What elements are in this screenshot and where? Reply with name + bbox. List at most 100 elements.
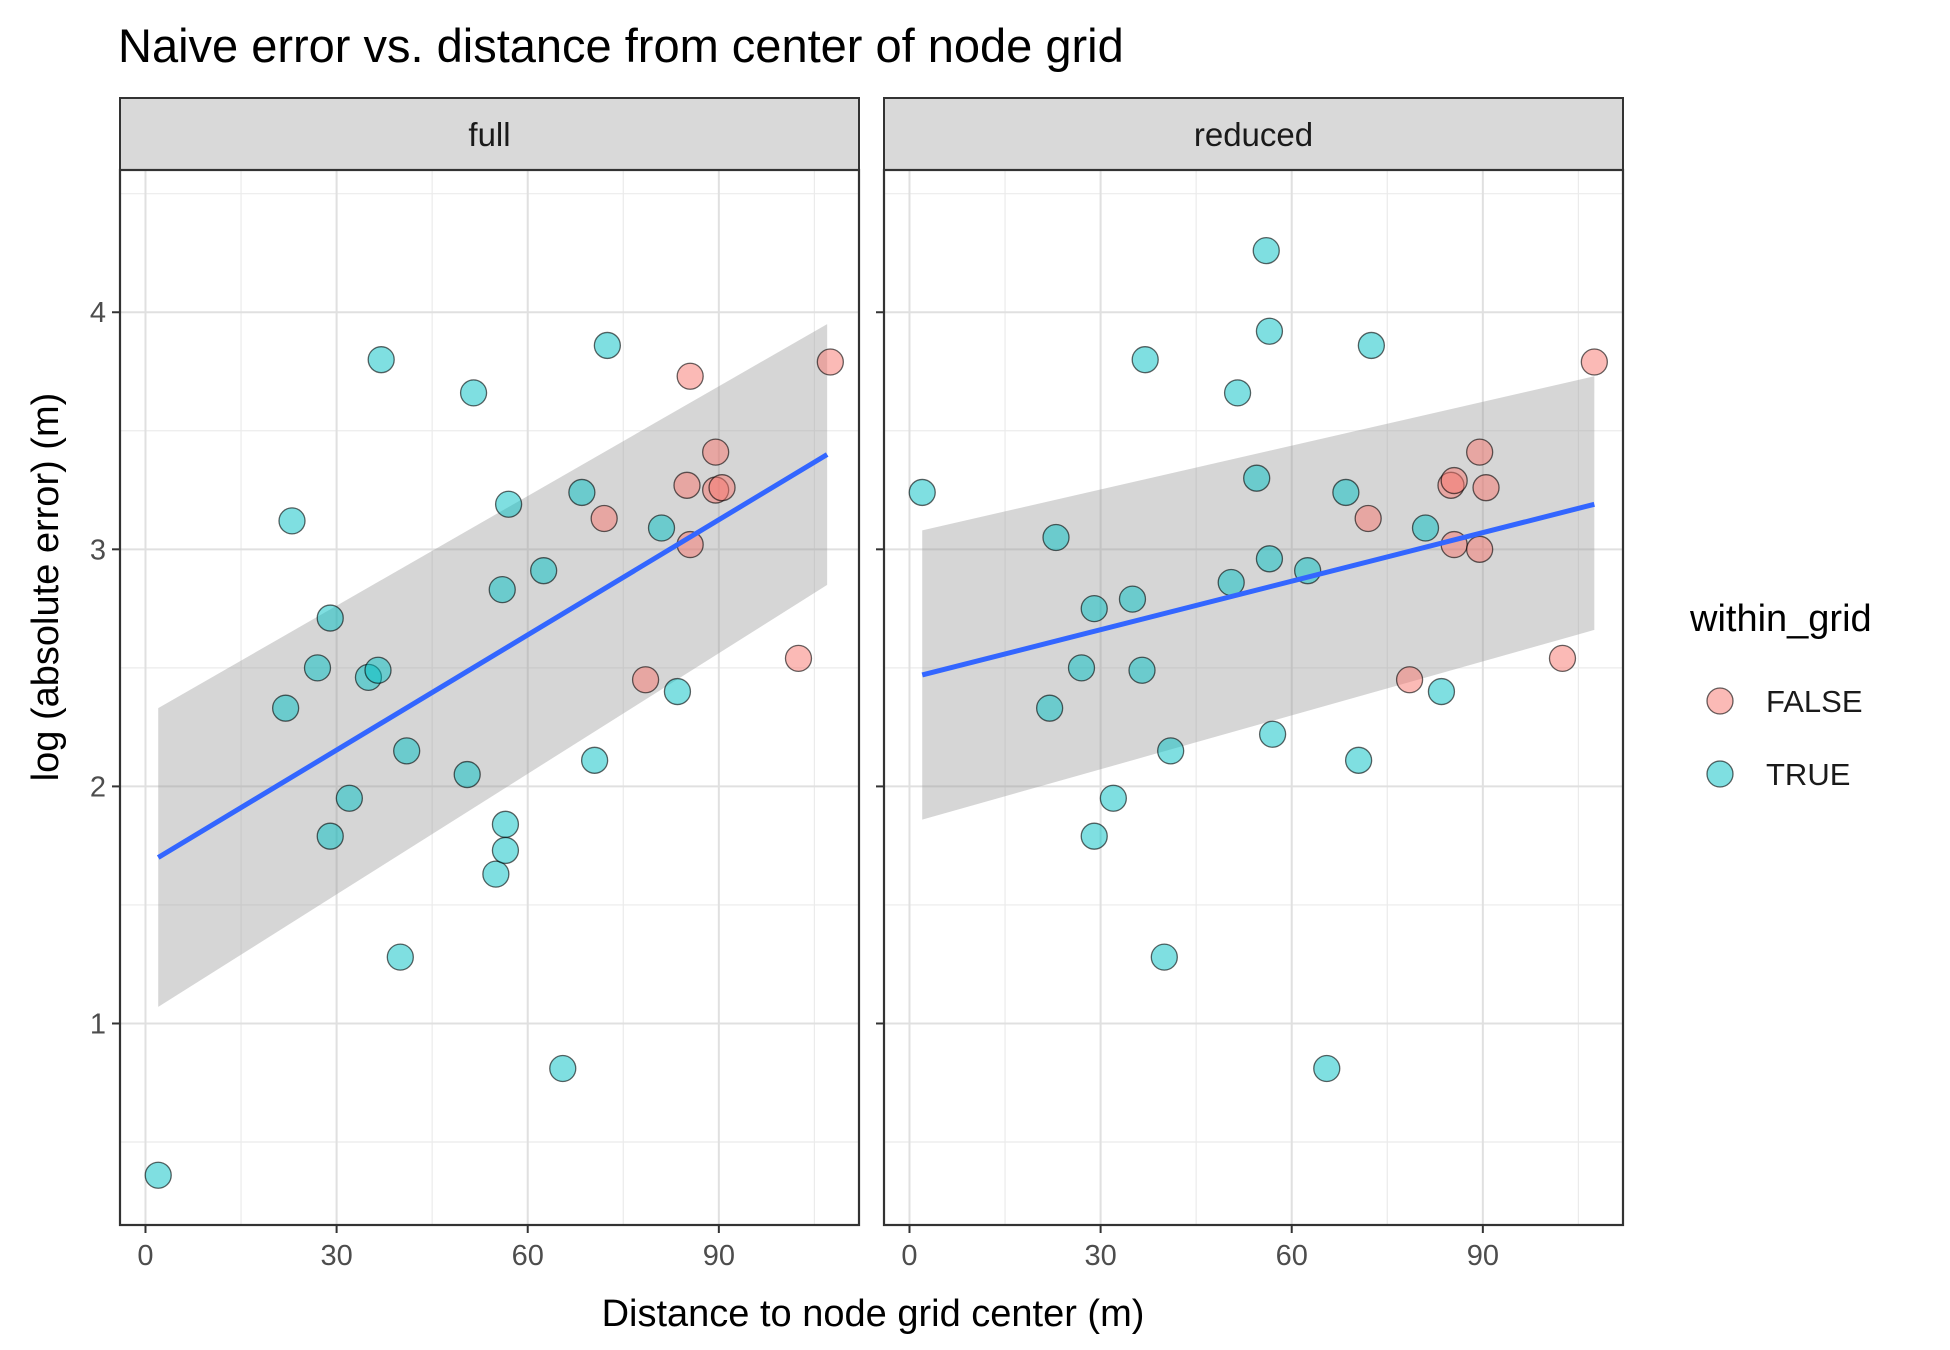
data-point-true <box>1042 523 1070 552</box>
gridlines <box>120 170 859 1225</box>
legend-key <box>1706 687 1734 715</box>
data-points <box>908 236 1608 1083</box>
data-point-true <box>1313 1054 1341 1083</box>
data-point-true <box>1357 331 1386 360</box>
panel-border <box>882 168 1625 1227</box>
data-point-true <box>647 514 676 542</box>
data-point-false <box>1440 466 1468 495</box>
y-tick-label: 4 <box>90 297 106 329</box>
data-point-true <box>316 604 344 632</box>
data-point-true <box>1427 677 1456 706</box>
facet-strip <box>119 97 860 171</box>
x-axis-title: Distance to node grid center (m) <box>602 1293 1145 1335</box>
x-tick-label: 90 <box>703 1240 735 1272</box>
data-point-true <box>530 557 558 585</box>
data-point-true <box>1128 656 1156 684</box>
data-point-false <box>590 504 618 533</box>
data-point-false <box>1466 535 1494 563</box>
data-point-true <box>491 810 520 838</box>
y-axis-title: log (absolute error) (m) <box>25 393 67 782</box>
legend-key <box>1706 760 1734 788</box>
legend-item-false: FALSE <box>1706 684 1863 719</box>
data-point-true <box>1255 545 1284 573</box>
regression-line <box>156 452 829 860</box>
data-point-true <box>1344 746 1373 774</box>
data-point-true <box>482 860 510 888</box>
data-point-true <box>908 478 936 507</box>
legend-label: FALSE <box>1766 684 1863 719</box>
data-point-false <box>1354 504 1382 533</box>
data-point-true <box>488 575 516 604</box>
data-point-true <box>593 331 622 360</box>
data-point-true <box>1080 594 1108 623</box>
data-point-true <box>549 1054 577 1083</box>
data-point-true <box>1243 464 1271 492</box>
data-point-true <box>367 346 395 374</box>
data-point-true <box>1258 720 1287 748</box>
x-tick-label: 60 <box>512 1240 544 1272</box>
legend: within_grid FALSE TRUE <box>1689 598 1872 792</box>
x-tick-label: 90 <box>1467 1240 1499 1272</box>
y-tick-label: 3 <box>90 534 106 566</box>
data-point-false <box>1466 438 1494 466</box>
x-tick-label: 0 <box>137 1240 153 1272</box>
data-point-true <box>1223 379 1252 407</box>
data-point-true <box>303 654 332 682</box>
data-point-true <box>453 760 481 789</box>
data-point-false <box>702 438 730 466</box>
data-point-true <box>568 478 596 507</box>
data-point-false <box>1395 666 1424 694</box>
data-point-false <box>708 474 736 502</box>
legend-title: within_grid <box>1689 598 1872 640</box>
chart-title: Naive error vs. distance from center of … <box>118 19 1124 72</box>
data-point-true <box>364 656 392 684</box>
data-point-true <box>1118 585 1147 613</box>
legend-keys: FALSE TRUE <box>1706 684 1863 792</box>
legend-label: TRUE <box>1766 757 1850 792</box>
data-point-false <box>676 362 704 390</box>
facet-strip-label: full <box>468 116 510 153</box>
panel-border <box>118 168 861 1227</box>
x-tick-label: 30 <box>320 1240 352 1272</box>
data-point-false <box>784 644 813 673</box>
data-point-true <box>271 694 300 722</box>
y-tick-label: 1 <box>90 1008 106 1040</box>
data-point-false <box>1472 474 1500 502</box>
facet-panel-full: full 0 30 60 90 1 2 3 4 <box>90 97 861 1272</box>
panel-background <box>120 170 859 1225</box>
facet-strip-label: reduced <box>1194 116 1313 153</box>
data-point-false <box>673 471 701 499</box>
x-tick-label: 30 <box>1084 1240 1116 1272</box>
data-point-true <box>1255 317 1284 345</box>
gridlines <box>884 170 1623 1225</box>
x-tick-label: 0 <box>901 1240 917 1272</box>
regression-line <box>921 501 1595 678</box>
data-point-true <box>663 677 692 706</box>
data-point-true <box>1157 737 1185 765</box>
data-point-true <box>1067 654 1096 682</box>
panel-background <box>884 170 1623 1225</box>
data-point-true <box>1099 784 1127 812</box>
data-point-true <box>580 746 609 774</box>
facet-panels: full 0 30 60 90 1 2 3 4 reduced 0 30 60 90 <box>90 97 1625 1272</box>
data-point-true <box>278 507 306 535</box>
data-point-true <box>494 490 523 518</box>
data-point-true <box>491 836 520 865</box>
data-point-true <box>1035 694 1064 722</box>
data-point-true <box>316 822 344 850</box>
facet-panel-reduced: reduced 0 30 60 90 <box>876 97 1625 1272</box>
legend-item-true: TRUE <box>1706 757 1850 792</box>
data-point-false <box>1580 348 1608 376</box>
data-point-true <box>1131 346 1159 374</box>
data-point-false <box>631 666 660 694</box>
data-point-true <box>1150 943 1178 971</box>
data-point-false <box>1548 644 1577 673</box>
confidence-band <box>922 376 1595 820</box>
data-point-true <box>386 943 414 971</box>
data-point-false <box>816 348 844 376</box>
y-tick-label: 2 <box>90 771 106 803</box>
data-point-true <box>1080 822 1108 850</box>
data-point-true <box>144 1161 172 1189</box>
data-point-true <box>1411 514 1440 542</box>
